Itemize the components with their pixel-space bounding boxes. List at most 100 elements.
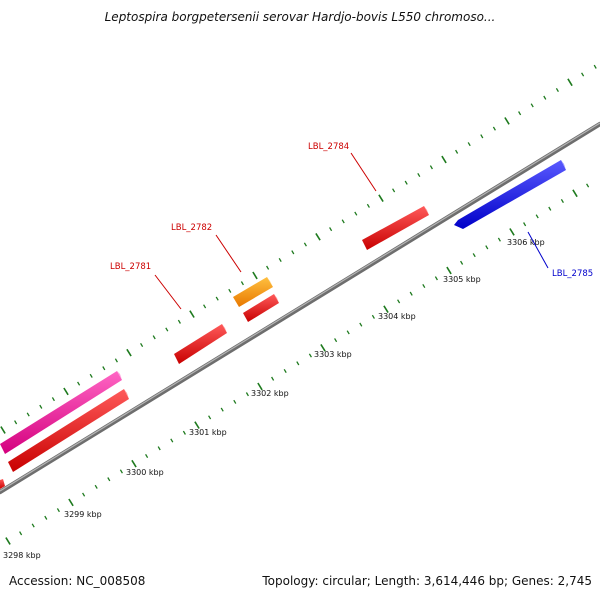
gene-label-lbl-2782[interactable]: LBL_2782 — [171, 223, 212, 233]
tick-mark — [535, 214, 539, 219]
tick-label: 3304 kbp — [378, 312, 416, 321]
tick-mark — [119, 469, 123, 474]
tick-mark — [446, 266, 452, 275]
tick-mark — [504, 117, 510, 125]
map-title: Leptospira borgpetersenii serovar Hardjo… — [104, 10, 496, 24]
gene-red-edge[interactable] — [0, 479, 5, 489]
tick-mark — [543, 95, 547, 100]
tick-mark — [455, 149, 459, 154]
tick-mark — [320, 343, 326, 352]
tick-mark — [51, 397, 55, 402]
gene-label-lbl-2784[interactable]: LBL_2784 — [308, 142, 349, 152]
tick-mark — [497, 237, 501, 242]
tick-mark — [329, 227, 333, 232]
tick-label: 3305 kbp — [443, 275, 481, 284]
tick-mark — [220, 407, 224, 412]
chromosome-backbone — [0, 121, 600, 495]
tick-label: 3306 kbp — [507, 238, 545, 247]
gene-lbl-2782-red[interactable] — [243, 294, 279, 322]
gene-lbl-2782-orange[interactable] — [233, 277, 273, 307]
tick-label: 3300 kbp — [126, 468, 164, 477]
gene-lbl-2785[interactable] — [454, 160, 566, 229]
tick-mark — [593, 64, 597, 69]
tick-mark — [203, 304, 207, 309]
chromosome-backbone-highlight — [0, 122, 600, 492]
tick-mark — [572, 189, 578, 198]
tick-mark — [14, 420, 18, 425]
tick-mark — [354, 211, 358, 216]
tick-mark — [560, 198, 564, 204]
tick-mark — [429, 165, 433, 170]
tick-mark — [422, 283, 426, 289]
tick-mark — [131, 459, 137, 468]
leader-line-lbl-2781 — [154, 274, 182, 310]
gene-label-lbl-2781[interactable]: LBL_2781 — [110, 262, 151, 272]
tick-mark — [283, 368, 287, 374]
tick-mark — [94, 484, 98, 489]
tick-mark — [140, 342, 144, 348]
tick-mark — [278, 257, 282, 263]
tick-mark — [530, 103, 534, 108]
tick-mark — [26, 412, 30, 417]
tick-mark — [392, 188, 396, 193]
tick-mark — [266, 265, 270, 270]
tick-mark — [82, 492, 86, 497]
tick-mark — [19, 531, 23, 536]
gene-red-large[interactable] — [8, 389, 129, 472]
tick-mark — [114, 358, 118, 363]
tick-mark — [245, 392, 249, 397]
gene-magenta[interactable] — [0, 371, 122, 454]
coordinate-labels: 3298 kbp 3299 kbp 3300 kbp 3301 kbp 3302… — [3, 238, 545, 560]
genome-summary: Topology: circular; Length: 3,614,446 bp… — [262, 574, 592, 588]
tick-mark — [472, 253, 476, 258]
tick-mark — [480, 134, 484, 139]
tick-mark — [157, 446, 161, 451]
tick-mark — [434, 276, 438, 281]
gene-label-lbl-2785[interactable]: LBL_2785 — [552, 269, 593, 279]
tick-label: 3302 kbp — [251, 389, 289, 398]
tick-mark — [409, 291, 413, 296]
tick-mark — [296, 361, 300, 366]
tick-label: 3299 kbp — [64, 510, 102, 519]
gene-lbl-2781[interactable] — [174, 324, 227, 364]
tick-mark — [417, 172, 421, 178]
tick-mark — [152, 335, 156, 340]
tick-mark — [492, 126, 496, 131]
tick-mark — [308, 353, 312, 358]
leader-line-lbl-2785 — [527, 231, 549, 269]
tick-mark — [126, 348, 132, 357]
tick-mark — [102, 366, 106, 371]
tick-mark — [366, 203, 370, 208]
tick-mark — [177, 319, 181, 324]
tick-mark — [523, 222, 527, 227]
tick-mark — [228, 288, 232, 293]
accession-text: Accession: NC_008508 — [9, 574, 146, 588]
tick-mark — [208, 415, 212, 420]
tick-mark — [404, 180, 408, 185]
tick-mark — [548, 206, 552, 211]
tick-mark — [145, 453, 149, 459]
tick-mark — [397, 299, 401, 304]
tick-mark — [89, 373, 93, 378]
tick-mark — [383, 305, 389, 314]
tick-mark — [77, 381, 81, 386]
tick-mark — [567, 78, 573, 87]
tick-mark — [371, 314, 375, 319]
tick-mark — [441, 155, 447, 164]
tick-mark — [291, 250, 295, 255]
tick-mark — [107, 477, 111, 482]
tick-mark — [460, 260, 464, 265]
tick-mark — [252, 271, 258, 280]
tick-mark — [518, 111, 522, 116]
leader-line-lbl-2782 — [215, 234, 242, 273]
tick-mark — [555, 87, 559, 93]
tick-mark — [0, 426, 6, 434]
gene-lbl-2784[interactable] — [362, 206, 429, 250]
tick-mark — [341, 219, 345, 224]
tick-mark — [315, 232, 321, 241]
tick-mark — [378, 194, 384, 203]
tick-mark — [189, 310, 195, 318]
tick-mark — [182, 430, 186, 435]
tick-mark — [485, 245, 489, 250]
